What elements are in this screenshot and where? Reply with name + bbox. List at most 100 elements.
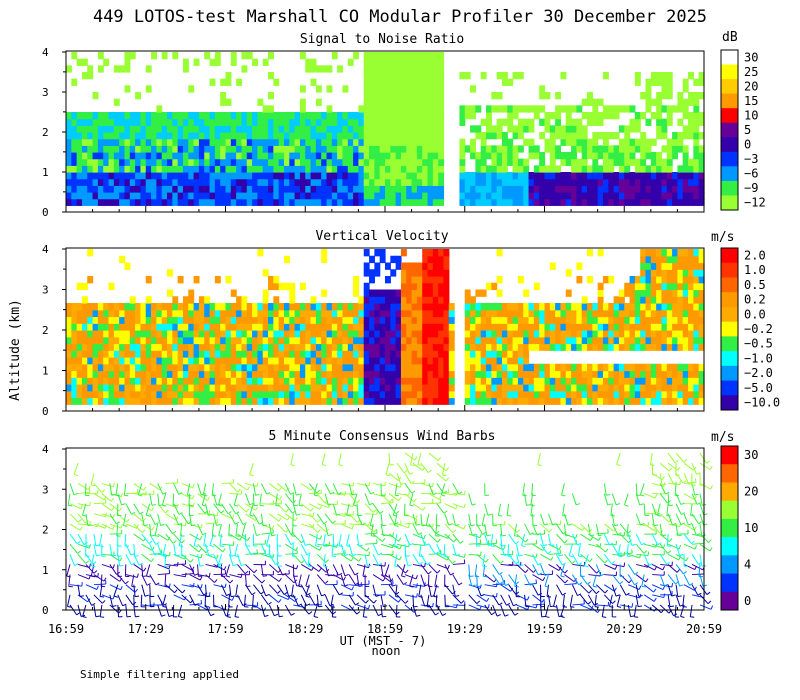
snr-cell [592,185,599,193]
snr-cell [544,178,551,186]
snr-cell [172,165,179,173]
wind-barb-flag [226,616,232,618]
snr-cell [236,185,243,193]
velocity-cell [182,303,189,311]
wind-barb-flag [318,605,323,608]
velocity-cell [400,289,407,297]
snr-cell [422,92,429,100]
snr-cell [507,78,514,86]
velocity-cell [363,336,370,345]
wind-barb-flag [155,541,160,545]
velocity-cell [661,336,668,345]
snr-cell [225,138,232,146]
velocity-cell [246,357,253,365]
snr-cell [161,185,168,193]
velocity-cell [587,309,593,318]
wind-barb [292,513,294,526]
velocity-cell [544,303,551,311]
snr-cell [337,132,344,140]
wind-barb-flag [278,577,282,582]
snr-cell [193,132,200,140]
velocity-cell [666,269,673,277]
wind-barb-flag [112,482,115,487]
velocity-cell [337,397,344,405]
snr-cell [438,118,445,126]
velocity-cell [236,377,243,385]
snr-cell [177,145,184,153]
velocity-cell [209,390,216,399]
velocity-cell [188,377,195,385]
velocity-cell [677,377,684,385]
velocity-cell [565,323,572,331]
wind-barb [69,513,79,523]
velocity-cell [544,377,551,385]
wind-barb-flag [199,535,203,540]
snr-cell [677,132,684,140]
velocity-cell [475,330,482,338]
velocity-cell [278,390,285,399]
velocity-cell [395,370,402,378]
snr-cell [236,138,243,146]
velocity-cell [209,377,216,385]
velocity-cell [523,350,530,358]
velocity-cell [682,336,689,345]
snr-cell [390,78,397,86]
snr-cell [182,198,189,206]
velocity-cell [151,323,157,331]
snr-cell [682,105,689,113]
snr-cell [337,158,344,166]
snr-cell [395,185,402,193]
velocity-cell [512,390,519,399]
snr-cell [151,178,157,186]
snr-cell [108,172,115,180]
wind-barb-flag [241,563,246,567]
velocity-cell [475,336,482,345]
snr-cell [416,172,423,180]
snr-cell [331,52,338,60]
velocity-cell [294,377,301,385]
snr-cell [321,132,328,140]
velocity-cell [172,377,179,385]
wind-barb-flag [154,522,159,525]
velocity-cell [400,350,407,358]
velocity-cell [257,303,264,311]
velocity-cell [369,390,375,399]
snr-cell [464,112,471,120]
snr-cell [645,78,652,86]
snr-cell [92,125,99,133]
snr-cell [172,112,179,120]
snr-cell [379,78,386,86]
snr-cell [156,145,163,153]
snr-cell [688,112,694,120]
snr-cell [337,112,344,120]
snr-cell [363,185,370,193]
snr-cell [512,198,519,206]
velocity-cell [177,309,184,318]
velocity-cell [698,397,705,405]
velocity-cell [565,303,572,311]
velocity-cell [650,269,657,277]
velocity-cell [624,309,631,318]
wind-barb-flag [264,614,269,617]
velocity-cell [629,309,636,318]
velocity-cell [315,309,322,318]
snr-cell [177,132,184,140]
snr-cell [273,198,280,206]
snr-cell [656,92,663,100]
snr-cell [363,52,370,60]
snr-cell [252,152,258,160]
wind-barb-flag [110,497,114,502]
velocity-cell [464,397,471,405]
velocity-cell [448,397,455,405]
snr-cell [353,172,360,180]
wind-barb [186,483,191,496]
snr-cell [438,198,445,206]
snr-cell [517,105,524,113]
snr-cell [129,165,136,173]
velocity-cell [342,370,349,378]
velocity-cell [129,370,136,378]
velocity-cell [693,377,700,385]
snr-cell [278,132,285,140]
velocity-cell [618,370,625,378]
velocity-cell [66,384,72,392]
